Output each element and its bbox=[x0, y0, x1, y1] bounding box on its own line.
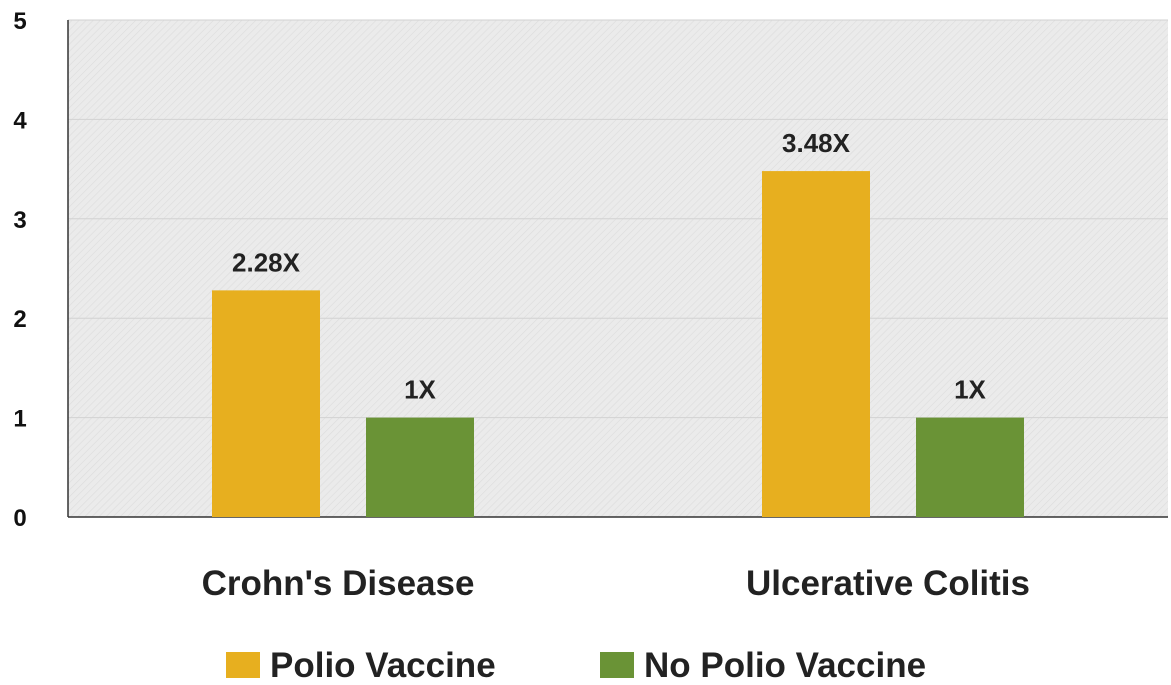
y-tick-labels: 0 1 2 3 4 5 bbox=[13, 8, 27, 532]
bars bbox=[212, 171, 1024, 517]
bar-no-polio-vaccine bbox=[366, 417, 474, 517]
legend-label: Polio Vaccine bbox=[270, 646, 496, 685]
y-tick-label: 3 bbox=[13, 207, 26, 234]
legend-label: No Polio Vaccine bbox=[644, 646, 926, 685]
bar-polio-vaccine bbox=[212, 290, 320, 517]
data-label: 2.28X bbox=[232, 247, 301, 277]
category-label: Ulcerative Colitis bbox=[746, 564, 1030, 603]
legend-swatch bbox=[226, 652, 260, 678]
category-label: Crohn's Disease bbox=[202, 564, 475, 603]
legend-swatch bbox=[600, 652, 634, 678]
bar-no-polio-vaccine bbox=[916, 417, 1024, 517]
y-tick-label: 1 bbox=[13, 406, 26, 433]
data-label: 1X bbox=[954, 375, 986, 405]
legend: Polio Vaccine No Polio Vaccine bbox=[226, 646, 926, 685]
data-label: 1X bbox=[404, 375, 436, 405]
y-tick-label: 4 bbox=[13, 107, 27, 134]
y-tick-label: 0 bbox=[13, 505, 26, 532]
y-tick-label: 2 bbox=[13, 306, 26, 333]
category-labels: Crohn's Disease Ulcerative Colitis bbox=[202, 564, 1030, 603]
data-labels: 2.28X 1X 3.48X 1X bbox=[232, 128, 987, 405]
y-tick-label: 5 bbox=[13, 8, 26, 35]
bar-polio-vaccine bbox=[762, 171, 870, 517]
data-label: 3.48X bbox=[782, 128, 851, 158]
